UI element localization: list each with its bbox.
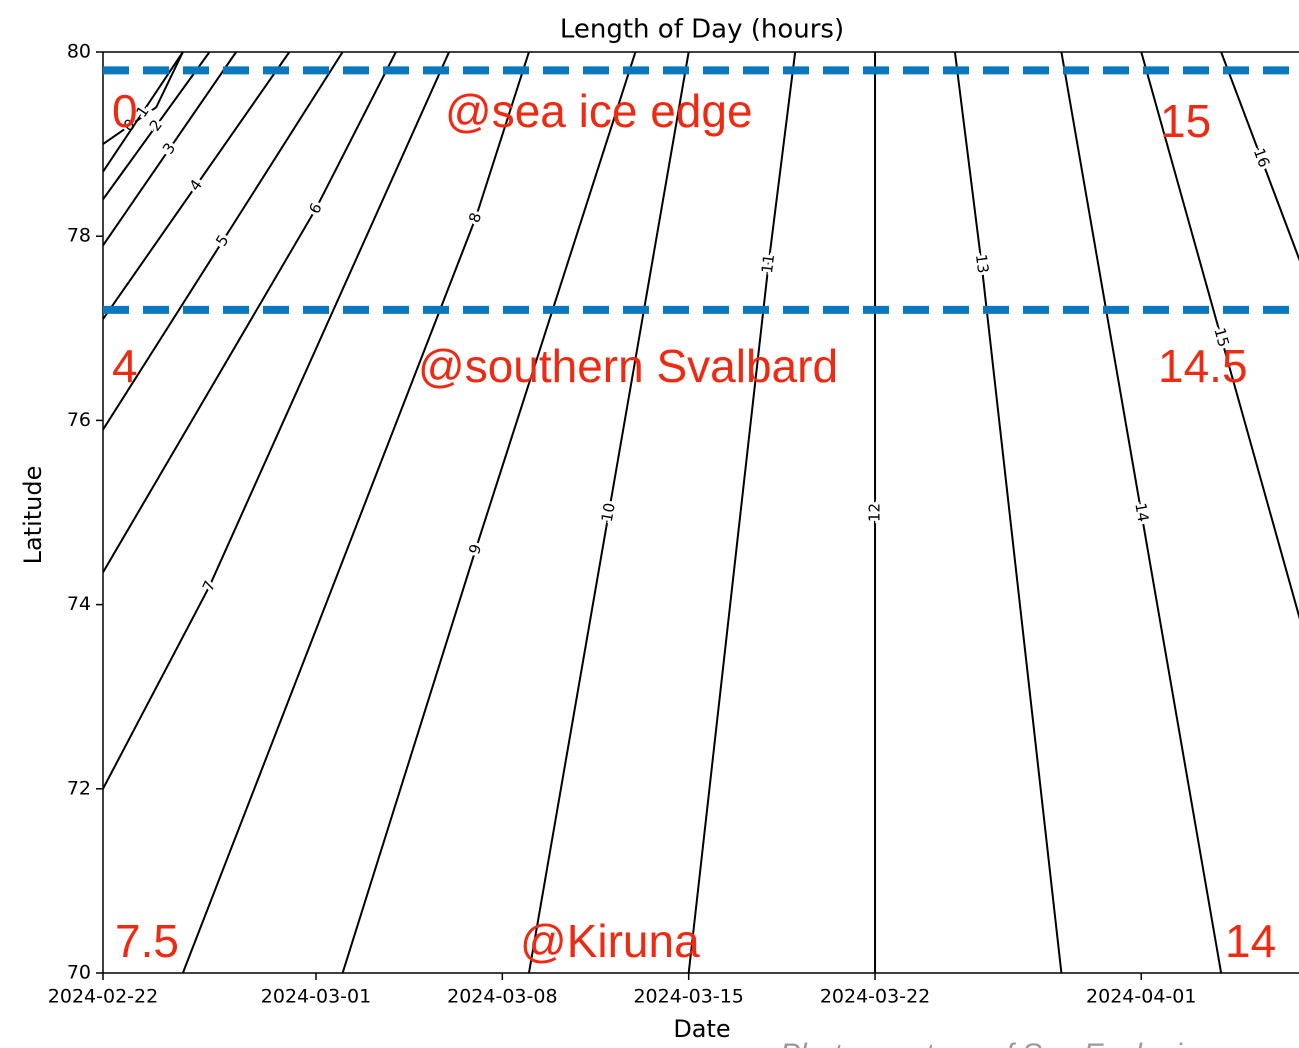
annotation: 4 [112, 340, 138, 392]
annotation: 15 [1160, 95, 1211, 147]
y-tick-label: 70 [67, 962, 91, 984]
annotation: 7.5 [115, 915, 179, 967]
contour-line [953, 52, 1063, 973]
contour-line [687, 52, 797, 973]
y-tick-label: 76 [67, 409, 91, 431]
contour-line [1220, 52, 1299, 262]
annotation: 0 [112, 85, 138, 137]
contour-label: 13 [972, 253, 992, 274]
x-tick-label: 2024-03-15 [633, 986, 743, 1008]
contour-line [103, 52, 237, 246]
contour-line [103, 52, 451, 790]
contour-label: 12 [866, 503, 884, 522]
contour-line [341, 52, 637, 973]
contour-line [527, 52, 690, 973]
contour-line [1060, 52, 1223, 973]
contour-line [103, 52, 211, 200]
contour-label: 9 [465, 542, 485, 557]
contour-label: 4 [186, 176, 206, 194]
contour-label: 10 [598, 501, 619, 523]
x-tick-label: 2024-03-01 [261, 986, 371, 1008]
contour-line [103, 52, 184, 173]
contour-label: 11 [758, 253, 778, 274]
contour-label: 6 [305, 200, 325, 217]
contour-line [103, 52, 397, 573]
x-tick-label: 2024-02-22 [48, 986, 158, 1008]
contour-label: 8 [465, 210, 485, 225]
y-tick-label: 74 [67, 593, 91, 615]
annotation: @southern Svalbard [418, 340, 838, 392]
y-tick-label: 78 [67, 225, 91, 247]
annotation: @sea ice edge [445, 85, 753, 137]
contour-line [181, 52, 530, 973]
contour-label: 2 [146, 116, 166, 134]
x-tick-label: 2024-04-01 [1086, 986, 1196, 1008]
contour-line [103, 52, 184, 145]
y-axis-label: Latitude [19, 466, 47, 565]
contour-label: 16 [1250, 146, 1274, 170]
contour-label: 5 [212, 232, 232, 250]
y-tick-label: 80 [67, 41, 91, 63]
x-axis-label: Date [673, 1015, 730, 1043]
contour-line [1140, 52, 1299, 620]
annotation: 14.5 [1158, 340, 1248, 392]
contour-label: 7 [199, 578, 219, 594]
y-tick-label: 72 [67, 777, 91, 799]
contour-label: 14 [1131, 501, 1152, 523]
contour-label: 3 [159, 139, 179, 157]
annotation: @Kiruna [520, 915, 700, 967]
contour-line [103, 52, 344, 431]
chart-title: Length of Day (hours) [560, 15, 844, 45]
contour-line [103, 52, 291, 320]
x-tick-label: 2024-03-22 [820, 986, 930, 1008]
annotation: 14 [1225, 915, 1276, 967]
x-tick-label: 2024-03-08 [447, 986, 557, 1008]
credit: Photo courtesy of Sea Ecologi [780, 1038, 1183, 1048]
